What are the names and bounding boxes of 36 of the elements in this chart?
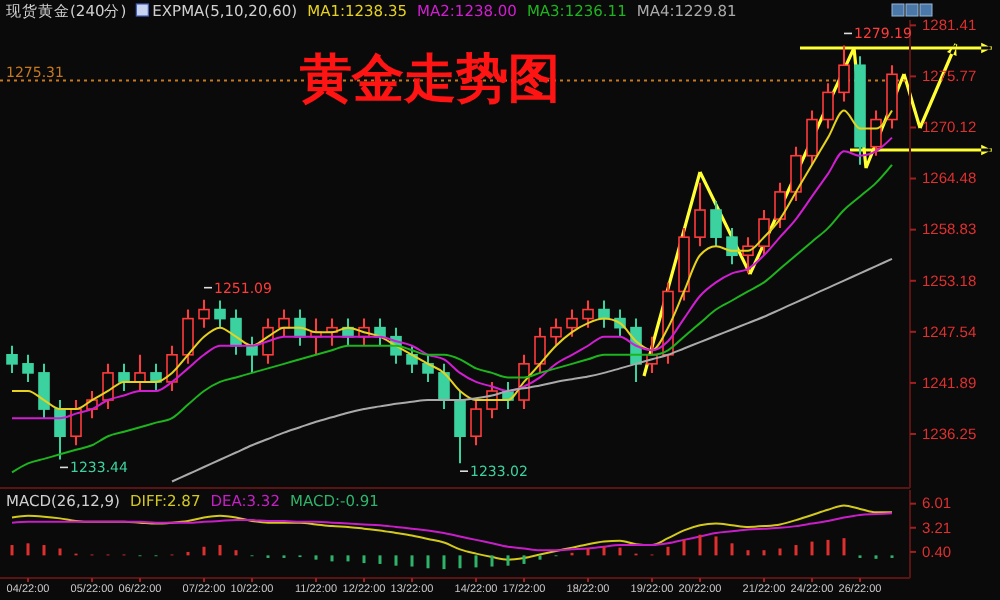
candlestick — [38, 362, 50, 420]
candlestick — [198, 298, 210, 329]
candlestick — [710, 199, 722, 248]
candlestick — [534, 326, 546, 374]
candlestick — [246, 335, 258, 374]
candlestick — [70, 399, 82, 447]
candlestick — [774, 181, 786, 230]
candlestick — [6, 344, 18, 374]
candlestick — [870, 109, 882, 157]
candlestick — [806, 109, 818, 166]
candlestick — [118, 362, 130, 392]
candlestick — [454, 389, 466, 465]
candlestick — [22, 353, 34, 383]
candlestick — [694, 181, 706, 248]
candlestick — [214, 299, 226, 329]
candlestick — [822, 82, 834, 130]
candlestick — [838, 44, 850, 103]
candlestick — [566, 308, 578, 338]
candlestick — [406, 344, 418, 374]
candlestick — [550, 317, 562, 347]
line-series — [11, 504, 893, 561]
text: 黄金走势图 — [298, 50, 560, 110]
candlestick — [54, 399, 66, 461]
candlestick — [182, 308, 194, 365]
candlestick — [582, 299, 594, 329]
line-series — [11, 512, 893, 552]
candlestick — [278, 308, 290, 338]
line-series — [11, 163, 893, 474]
candlestick — [438, 362, 450, 411]
candlestick — [886, 64, 898, 130]
candlestick — [758, 209, 770, 257]
candlestick — [102, 362, 114, 411]
candlestick — [790, 145, 802, 202]
candlestick — [470, 399, 482, 447]
candlestick — [422, 353, 434, 383]
line-series — [171, 257, 893, 483]
